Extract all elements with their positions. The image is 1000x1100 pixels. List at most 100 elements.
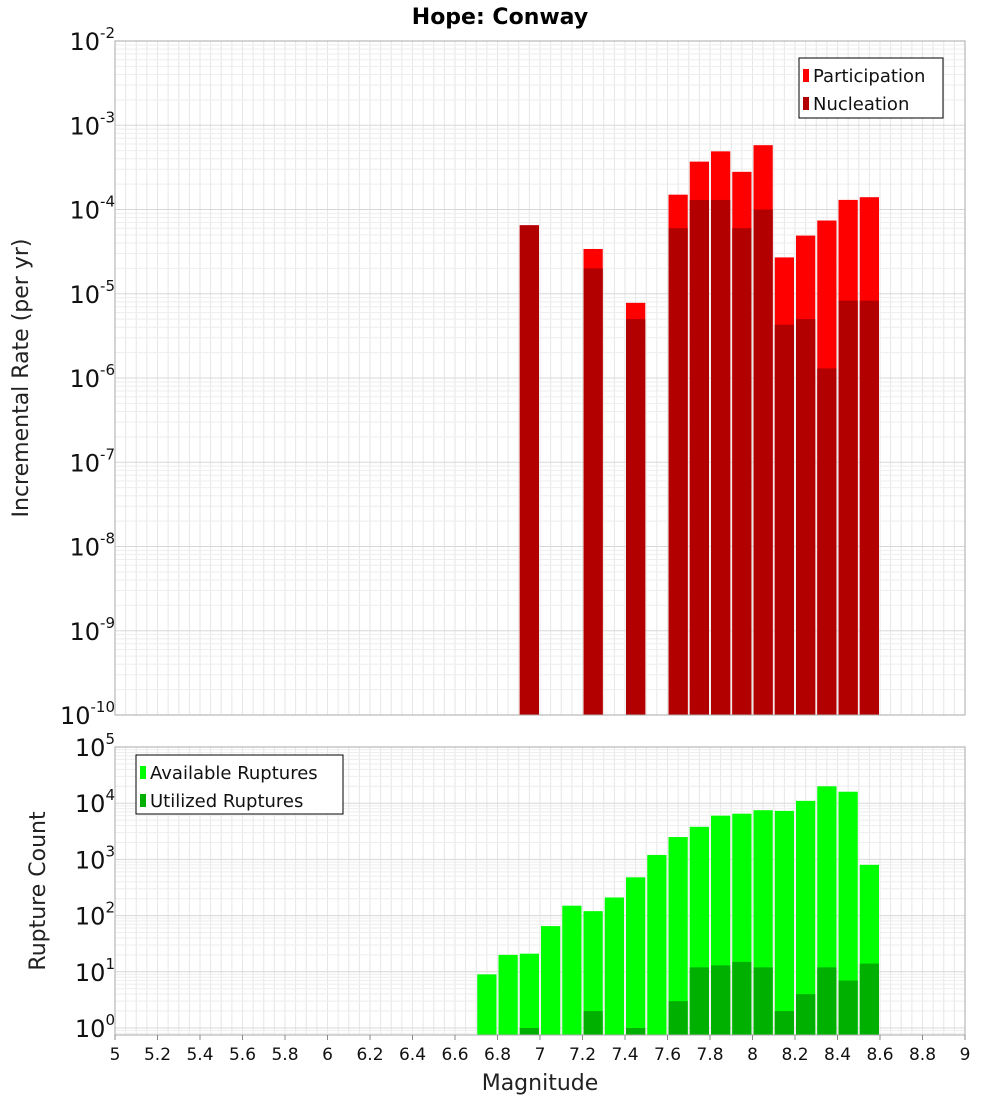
x-tick-label: 6.4 (399, 1045, 426, 1065)
chart-title: Hope: Conway (412, 5, 588, 30)
x-tick-label: 5.4 (186, 1045, 213, 1065)
count-bar-utilized-ruptures (838, 980, 858, 1035)
count-bar-available-ruptures (774, 810, 794, 1035)
x-tick-label: 7 (535, 1045, 546, 1065)
count-plot-panel: 100 101 102 103 104 105 5 5.2 5.4 5.6 5.8 6 6.2 6.4 6… (26, 730, 970, 1096)
rate-bar-nucleation (817, 368, 837, 715)
count-bar-utilized-ruptures (774, 1011, 794, 1035)
rate-bar-nucleation (668, 228, 688, 716)
rate-bar-nucleation (774, 324, 794, 715)
count-bar-utilized-ruptures (817, 967, 837, 1035)
count-bar-available-ruptures (477, 974, 497, 1035)
x-tick-label: 8.6 (866, 1045, 893, 1065)
x-tick-label: 6.2 (356, 1045, 383, 1065)
x-tick-label: 5.2 (144, 1045, 171, 1065)
rate-bar-nucleation (732, 228, 752, 716)
count-bar-available-ruptures (796, 800, 816, 1035)
rate-plot-bars (519, 145, 879, 716)
rate-y-tick-label: 10-4 (69, 193, 115, 225)
count-bar-utilized-ruptures (796, 994, 816, 1035)
count-plot-y-ticks: 100 101 102 103 104 105 (75, 730, 115, 1043)
rate-bar-nucleation (859, 300, 879, 715)
rate-bar-nucleation (753, 209, 773, 715)
count-bar-utilized-ruptures (732, 961, 752, 1035)
x-tick-label: 9 (960, 1045, 971, 1065)
legend-box (135, 754, 344, 815)
count-y-tick-label: 100 (75, 1011, 115, 1043)
legend-label: Participation (813, 66, 925, 87)
count-bar-utilized-ruptures (753, 967, 773, 1035)
count-bar-available-ruptures (668, 837, 688, 1035)
x-tick-label: 5 (110, 1045, 121, 1065)
x-axis-label: Magnitude (482, 1071, 599, 1096)
count-bar-available-ruptures (562, 905, 582, 1035)
count-plot-legend: Available Ruptures Utilized Ruptures (135, 754, 344, 815)
rate-y-tick-label: 10-3 (69, 108, 115, 140)
count-bar-utilized-ruptures (689, 967, 709, 1035)
rate-plot-frame (114, 40, 966, 716)
rate-plot-panel: 10-10 10-9 10-8 10-7 10-6 10-5 10-4 10-3 10-2 In… (9, 24, 966, 730)
count-y-tick-label: 101 (75, 955, 115, 987)
rate-plot-y-label: Incremental Rate (per yr) (9, 239, 34, 518)
legend-label: Nucleation (813, 94, 909, 115)
rate-plot-legend: Participation Nucleation (798, 57, 944, 119)
count-bar-available-ruptures (626, 877, 646, 1035)
count-bar-utilized-ruptures (519, 1027, 539, 1035)
count-bar-available-ruptures (519, 953, 539, 1035)
x-tick-label: 7.2 (569, 1045, 596, 1065)
rate-plot-y-ticks: 10-10 10-9 10-8 10-7 10-6 10-5 10-4 10-3 10-2 (60, 24, 115, 730)
legend-label: Utilized Ruptures (150, 791, 303, 812)
x-tick-label: 7.6 (654, 1045, 681, 1065)
rate-bar-nucleation (796, 319, 816, 715)
count-plot-bars (477, 786, 879, 1035)
rate-y-tick-label: 10-10 (60, 698, 115, 730)
legend-swatch (803, 97, 809, 110)
legend-swatch (140, 766, 146, 779)
x-tick-label: 8.8 (909, 1045, 936, 1065)
count-bar-utilized-ruptures (859, 963, 879, 1035)
rate-bar-nucleation (583, 268, 603, 715)
x-tick-label: 6 (322, 1045, 333, 1065)
count-y-tick-label: 105 (75, 730, 115, 762)
legend-label: Available Ruptures (150, 763, 318, 784)
count-bar-available-ruptures (541, 926, 561, 1035)
count-y-tick-label: 102 (75, 899, 115, 931)
rate-y-tick-label: 10-6 (69, 361, 115, 393)
rate-bar-nucleation (838, 300, 858, 715)
rate-plot-grid (114, 41, 966, 716)
count-plot-y-label: Rupture Count (26, 811, 51, 971)
x-tick-label: 6.8 (484, 1045, 511, 1065)
count-plot-x-ticks: 5 5.2 5.4 5.6 5.8 6 6.2 6.4 6.6 6.8 7 7.2 7.4 7.6 7.8 8… (110, 1035, 971, 1065)
count-bar-utilized-ruptures (583, 1011, 603, 1035)
x-tick-label: 7.8 (696, 1045, 723, 1065)
legend-box (798, 57, 944, 119)
x-tick-label: 7.4 (611, 1045, 638, 1065)
rate-bar-nucleation (626, 319, 646, 715)
count-bar-available-ruptures (604, 897, 624, 1035)
x-tick-label: 6.6 (441, 1045, 468, 1065)
count-bar-utilized-ruptures (711, 965, 731, 1035)
x-tick-label: 8.2 (781, 1045, 808, 1065)
x-tick-label: 5.8 (271, 1045, 298, 1065)
count-y-tick-label: 103 (75, 842, 115, 874)
count-bar-available-ruptures (647, 854, 667, 1035)
rate-bar-nucleation (689, 199, 709, 715)
x-tick-label: 8.4 (824, 1045, 851, 1065)
rate-y-tick-label: 10-7 (69, 445, 115, 477)
rate-y-tick-label: 10-8 (69, 530, 115, 562)
rate-y-tick-label: 10-5 (69, 277, 115, 309)
count-bar-available-ruptures (498, 954, 518, 1035)
count-bar-available-ruptures (583, 911, 603, 1035)
count-bar-available-ruptures (838, 791, 858, 1035)
legend-swatch (803, 69, 809, 82)
rate-y-tick-label: 10-2 (69, 24, 115, 56)
x-tick-label: 5.6 (229, 1045, 256, 1065)
rate-bar-nucleation (711, 199, 731, 715)
x-tick-label: 8 (747, 1045, 758, 1065)
count-bar-utilized-ruptures (626, 1027, 646, 1035)
count-bar-utilized-ruptures (668, 1001, 688, 1035)
rate-y-tick-label: 10-9 (69, 614, 115, 646)
count-y-tick-label: 104 (75, 786, 115, 818)
rate-bar-nucleation (519, 225, 539, 715)
